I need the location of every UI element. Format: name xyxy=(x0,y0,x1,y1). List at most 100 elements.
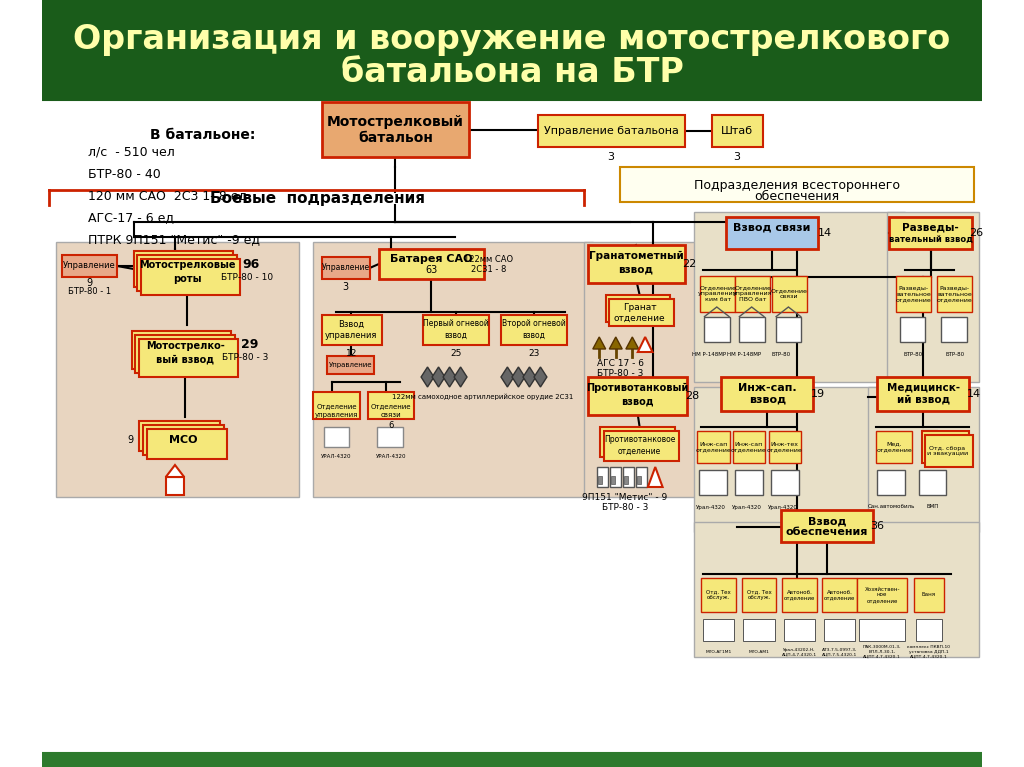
Bar xyxy=(914,578,943,612)
Text: Баня: Баня xyxy=(922,592,936,597)
Bar xyxy=(926,435,973,467)
Text: 6: 6 xyxy=(388,422,393,430)
Text: Инж-тех
отделение: Инж-тех отделение xyxy=(767,442,803,453)
Text: БТР-80 - 10: БТР-80 - 10 xyxy=(220,272,272,281)
Text: УРАЛ-4320: УРАЛ-4320 xyxy=(322,455,352,459)
Text: ий взвод: ий взвод xyxy=(897,395,950,405)
Polygon shape xyxy=(501,367,514,387)
Bar xyxy=(694,387,905,532)
Text: Отд. Тех
обслуж.: Отд. Тех обслуж. xyxy=(707,590,731,601)
Text: БМП: БМП xyxy=(927,505,939,509)
Text: АГС-17 - 6 ед: АГС-17 - 6 ед xyxy=(88,212,174,225)
Text: 3: 3 xyxy=(343,282,349,292)
Bar xyxy=(769,431,801,463)
Text: Мотострелко-: Мотострелко- xyxy=(145,341,224,351)
Polygon shape xyxy=(166,465,184,477)
Bar xyxy=(700,276,735,312)
Bar xyxy=(605,295,670,322)
Text: Разведы-: Разведы- xyxy=(902,223,959,233)
Bar xyxy=(600,427,676,457)
Text: Взвод связи: Взвод связи xyxy=(733,223,811,233)
Text: АТЗ-7.5-0997-3,
АЦП-7.5-4320-1: АТЗ-7.5-0997-3, АЦП-7.5-4320-1 xyxy=(822,647,857,657)
Bar xyxy=(878,377,970,411)
Text: Разведы-
вательное
отделение: Разведы- вательное отделение xyxy=(895,285,931,302)
Text: вательный взвод: вательный взвод xyxy=(889,235,973,243)
Text: Управление: Управление xyxy=(322,264,370,272)
Bar xyxy=(703,619,734,641)
Bar xyxy=(703,317,730,342)
Text: Противотанковый: Противотанковый xyxy=(587,383,689,393)
Text: Второй огневой: Второй огневой xyxy=(502,320,566,328)
Bar xyxy=(739,317,765,342)
Bar xyxy=(922,431,970,463)
Text: Инж-сап.: Инж-сап. xyxy=(738,383,797,393)
Text: НМ Р-148МР: НМ Р-148МР xyxy=(727,351,762,357)
Bar xyxy=(322,257,370,279)
Bar xyxy=(782,578,817,612)
Text: Управление: Управление xyxy=(329,362,372,368)
Text: Отд. сбора
и эвакуации: Отд. сбора и эвакуации xyxy=(927,446,968,456)
Bar xyxy=(781,510,872,542)
Text: батальон: батальон xyxy=(358,131,433,145)
Text: отделение: отделение xyxy=(618,446,662,456)
Text: взвод: взвод xyxy=(749,395,785,405)
Bar xyxy=(139,339,239,377)
Text: МСО: МСО xyxy=(169,435,198,445)
Bar xyxy=(624,467,634,487)
Text: Управление батальона: Управление батальона xyxy=(544,126,679,136)
Text: Автоноб.
отделение: Автоноб. отделение xyxy=(783,590,815,601)
Bar xyxy=(598,476,602,484)
Polygon shape xyxy=(512,367,525,387)
Bar xyxy=(42,753,982,767)
Bar xyxy=(896,276,931,312)
Text: ПАК-3000М-01-3,
ВПЛ-Л-30-1,
АЦПТ-4,7-4320-1: ПАК-3000М-01-3, ВПЛ-Л-30-1, АЦПТ-4,7-432… xyxy=(863,645,901,659)
Text: 3: 3 xyxy=(733,152,740,162)
Polygon shape xyxy=(638,337,652,352)
Text: обеспечения: обеспечения xyxy=(754,190,840,203)
Text: В батальоне:: В батальоне: xyxy=(150,128,255,142)
Text: 14: 14 xyxy=(967,389,981,399)
Bar xyxy=(772,276,807,312)
Text: 29: 29 xyxy=(241,338,258,351)
Text: 2С31 - 8: 2С31 - 8 xyxy=(471,265,507,275)
Text: НМ Р-148МР: НМ Р-148МР xyxy=(692,351,726,357)
Bar xyxy=(743,619,774,641)
Bar xyxy=(139,421,220,451)
Text: 12: 12 xyxy=(346,348,357,357)
Text: 14: 14 xyxy=(818,228,833,238)
Polygon shape xyxy=(626,337,639,349)
Text: Сан.автомобиль: Сан.автомобиль xyxy=(867,505,915,509)
Text: взвод: взвод xyxy=(622,397,654,407)
Bar xyxy=(501,315,567,345)
Text: 25: 25 xyxy=(451,348,462,357)
Bar xyxy=(609,299,674,326)
Bar xyxy=(694,522,979,657)
Bar xyxy=(890,217,972,249)
Bar xyxy=(134,251,232,287)
Bar xyxy=(733,431,766,463)
Text: БТР-80: БТР-80 xyxy=(771,351,791,357)
Bar xyxy=(621,167,974,202)
Bar xyxy=(876,431,912,463)
Bar xyxy=(824,619,855,641)
Text: 9: 9 xyxy=(86,278,92,288)
Bar xyxy=(142,425,223,455)
Bar xyxy=(604,431,679,461)
Bar xyxy=(597,467,608,487)
Bar xyxy=(584,242,726,497)
Polygon shape xyxy=(648,467,663,487)
Text: л/с  - 510 чел: л/с - 510 чел xyxy=(88,146,174,159)
Text: Гранат: Гранат xyxy=(623,302,656,311)
Text: вый взвод: вый взвод xyxy=(156,355,214,365)
Text: Инж-сап
отделение: Инж-сап отделение xyxy=(731,442,767,453)
Text: Урал-4320: Урал-4320 xyxy=(696,505,726,509)
Polygon shape xyxy=(432,367,445,387)
Text: Штаб: Штаб xyxy=(721,126,753,136)
Bar xyxy=(694,212,905,382)
Text: 23: 23 xyxy=(528,348,540,357)
Bar xyxy=(878,470,905,495)
Text: 3: 3 xyxy=(607,152,614,162)
Text: 36: 36 xyxy=(870,521,885,531)
Bar xyxy=(55,242,299,497)
Text: 122мм САО: 122мм САО xyxy=(465,255,514,264)
